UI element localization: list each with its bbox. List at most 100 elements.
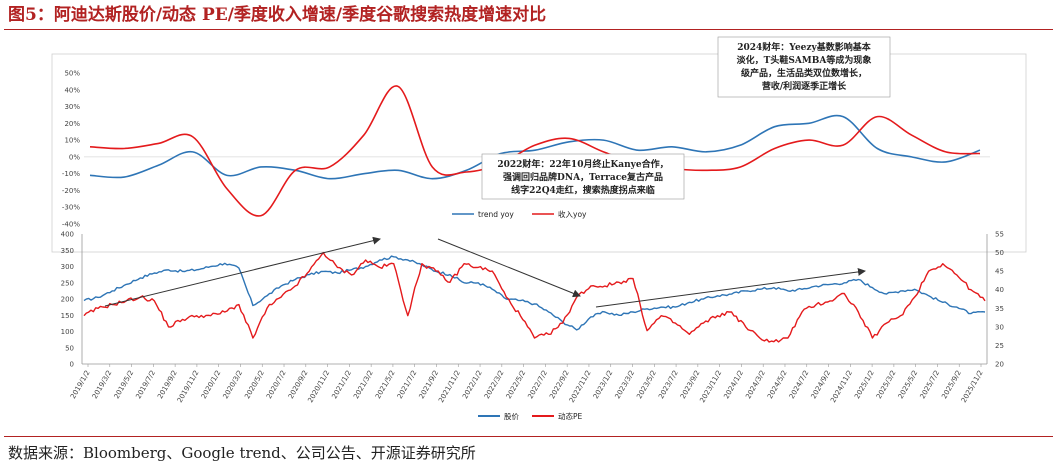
chart1-y-tick: 20%	[64, 120, 80, 128]
trend-arrow-up-2022-2025	[595, 267, 866, 308]
chart2-y-left-tick: 150	[61, 312, 74, 320]
annotation-2022-line1: 2022财年：22年10月终止Kanye合作，	[497, 158, 668, 170]
chart2-y-right-tick: 30	[995, 323, 1004, 331]
chart2-x-tick: 2019/9/2	[156, 369, 179, 400]
chart2-x-tick: 2023/1/2	[592, 369, 615, 400]
chart2-x-tick: 2021/1/2	[330, 369, 353, 400]
chart2-x-tick: 2025/9/2	[940, 369, 963, 400]
annotation-2024: 2024财年：Yeezy基数影响基本 淡化，T头鞋SAMBA等成为现象 级产品，…	[717, 36, 891, 98]
chart2-x-tick: 2021/3/2	[352, 369, 375, 400]
chart2-x-tick: 2025/5/2	[897, 369, 920, 400]
chart2-x-tick: 2022/1/2	[461, 369, 484, 400]
annotation-2022-box	[481, 153, 685, 200]
chart2-y-left-tick: 200	[61, 296, 74, 304]
legend-price-label: 股价	[504, 412, 519, 421]
chart2-x-tick: 2023/9/2	[679, 369, 702, 400]
chart2-y-right-tick: 20	[995, 361, 1004, 369]
chart2-x-tick: 2022/5/2	[505, 369, 528, 400]
chart2-y-right-tick: 50	[995, 249, 1004, 257]
chart2-x-tick: 2024/7/2	[788, 369, 811, 400]
chart2-x-tick: 2023/11/2	[698, 369, 723, 404]
chart2-x-tick: 2019/1/2	[69, 369, 92, 400]
annotation-2024-box	[717, 36, 891, 98]
chart2-x-tick: 2019/5/2	[113, 369, 136, 400]
chart2-y-left-tick: 350	[61, 247, 74, 255]
chart2-y-right-tick: 40	[995, 286, 1004, 294]
chart2-x-tick: 2019/11/2	[176, 369, 201, 404]
chart2-x-tick: 2024/5/2	[766, 369, 789, 400]
chart2-y-right-tick: 25	[995, 342, 1004, 350]
chart1-y-tick: -30%	[62, 204, 80, 212]
chart2-x-tick: 2023/3/2	[614, 369, 637, 400]
chart1-y-tick: 10%	[64, 137, 80, 145]
annotation-2022-line3: 线字22Q4走红，搜索热度拐点来临	[511, 184, 655, 196]
chart2-x-tick: 2019/3/2	[91, 369, 114, 400]
chart2-x-tick: 2020/3/2	[222, 369, 245, 400]
chart2-x-tick: 2025/11/2	[960, 369, 985, 404]
annotation-2024-line1: 2024财年：Yeezy基数影响基本	[737, 41, 871, 53]
chart-growth-yoy: 50% 40% 30% 20% 10% 0% -10% -20% -30% -40% 2024财年…	[51, 36, 1027, 253]
chart2-y-left-tick: 400	[61, 231, 74, 239]
chart1-y-tick: -40%	[62, 221, 80, 229]
annotation-2022: 2022财年：22年10月终止Kanye合作， 强调回归品牌DNA，Terrac…	[481, 153, 685, 200]
chart2-x-tick: 2021/9/2	[418, 369, 441, 400]
chart2-x-tick: 2021/7/2	[396, 369, 419, 400]
chart2-y-right-tick: 35	[995, 305, 1004, 313]
chart2-y-left-tick: 50	[65, 344, 74, 352]
trend-arrow-up-2019-2021	[104, 236, 381, 307]
figure-title: 图5：阿迪达斯股价/动态 PE/季度收入增速/季度谷歌搜索热度增速对比	[8, 5, 547, 25]
chart2-y-left-tick: 0	[70, 361, 74, 369]
chart2-x-tick: 2021/5/2	[374, 369, 397, 400]
source-rule	[4, 436, 1053, 437]
chart2-x-tick: 2025/3/2	[875, 369, 898, 400]
chart2-x-tick: 2022/7/2	[526, 369, 549, 400]
chart2-x-tick: 2020/7/2	[265, 369, 288, 400]
chart2-x-tick: 2019/7/2	[134, 369, 157, 400]
chart2-x-tick: 2020/5/2	[243, 369, 266, 400]
legend-trend-label: trend yoy	[478, 210, 514, 219]
legend-pe-label: 动态PE	[558, 411, 583, 421]
chart2-x-tick: 2023/7/2	[657, 369, 680, 400]
chart2-x-tick: 2024/1/2	[722, 369, 745, 400]
annotation-2024-line4: 营收/利润逐季正增长	[762, 80, 847, 92]
series-revenue-yoy-line	[89, 85, 981, 217]
chart1-y-tick: 30%	[64, 103, 80, 111]
chart2-y-left-tick: 250	[61, 279, 74, 287]
chart2-x-tick: 2024/9/2	[810, 369, 833, 400]
series-forward-pe-line	[83, 251, 986, 343]
chart1-y-tick: 0%	[69, 153, 80, 161]
trend-arrow-down-2021-2022	[437, 238, 581, 298]
chart1-y-tick: -10%	[62, 170, 80, 178]
chart1-legend: trend yoy 收入yoy	[452, 209, 587, 219]
chart2-y-right-tick: 55	[995, 231, 1004, 239]
chart2-x-tick: 2021/11/2	[437, 369, 462, 404]
chart-price-pe: 400 350 300 250 200 150 100 50 0 55 50 45 40 35 30 25 2…	[61, 231, 1004, 422]
chart2-x-tick: 2024/3/2	[744, 369, 767, 400]
chart2-x-tick: 2022/9/2	[548, 369, 571, 400]
chart2-legend: 股价 动态PE	[478, 411, 583, 421]
chart2-x-tick: 2025/1/2	[853, 369, 876, 400]
chart2-x-tick: 2020/1/2	[200, 369, 223, 400]
chart2-y-right-tick: 45	[995, 268, 1004, 276]
chart2-x-tick: 2024/11/2	[829, 369, 854, 404]
chart1-y-tick: -20%	[62, 187, 80, 195]
series-share-price-line	[83, 255, 986, 331]
annotation-2024-line2: 淡化，T头鞋SAMBA等成为现象	[737, 54, 872, 66]
chart1-y-tick: 50%	[64, 70, 80, 78]
chart2-x-tick: 2022/11/2	[568, 369, 593, 404]
chart2-y-left-tick: 300	[61, 263, 74, 271]
annotation-2022-line2: 强调回归品牌DNA，Terrace复古产品	[503, 171, 663, 183]
chart2-y-left-tick: 100	[61, 328, 74, 336]
chart1-frame	[51, 53, 1027, 253]
annotation-2024-line3: 级产品，生活品类双位数增长，	[740, 67, 867, 79]
chart2-x-tick: 2020/9/2	[287, 369, 310, 400]
series-trend-yoy-line	[89, 114, 981, 180]
legend-revenue-label: 收入yoy	[558, 209, 587, 219]
chart2-x-tick: 2020/11/2	[306, 369, 331, 404]
chart2-x-tick: 2025/7/2	[919, 369, 942, 400]
title-rule	[4, 29, 1053, 30]
chart2-x-tick: 2022/3/2	[483, 369, 506, 400]
chart2-x-tick: 2023/5/2	[635, 369, 658, 400]
figure-source: 数据来源：Bloomberg、Google trend、公司公告、开源证券研究所	[8, 444, 476, 462]
